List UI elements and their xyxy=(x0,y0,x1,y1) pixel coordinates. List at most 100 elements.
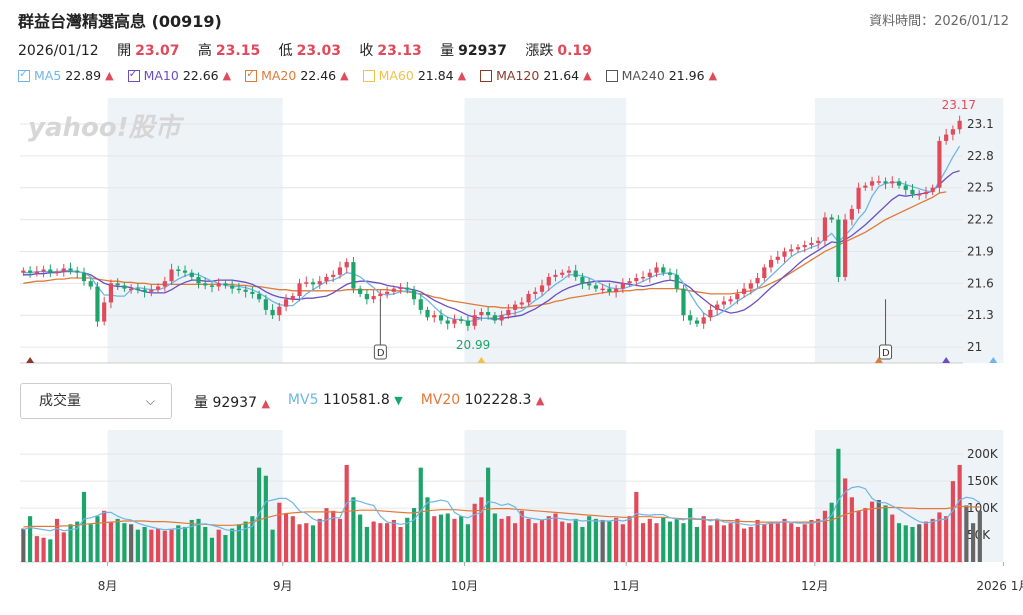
candle xyxy=(385,286,390,299)
volume-bar xyxy=(115,518,120,562)
volume-bar xyxy=(344,464,349,562)
candle xyxy=(755,272,760,288)
candle-body xyxy=(782,251,787,257)
low-label: 低 xyxy=(278,43,293,59)
ma-legend-ma240[interactable]: MA240 21.96 ▲ xyxy=(605,68,717,83)
volume-bar xyxy=(573,518,578,562)
candle xyxy=(573,264,578,281)
volume-bar xyxy=(593,518,598,562)
candle xyxy=(351,256,356,294)
candle xyxy=(48,264,53,278)
candle-body xyxy=(102,302,107,322)
volume-bar xyxy=(849,497,854,562)
month-shade xyxy=(107,98,283,363)
x-tick-label: 12月 xyxy=(801,579,828,593)
candle-body xyxy=(108,283,114,303)
volume-bar xyxy=(398,526,403,562)
volume-tick-label: 200K xyxy=(967,447,999,461)
volume-bar xyxy=(68,524,73,562)
volume-bar xyxy=(950,481,955,562)
candle-body xyxy=(883,181,888,184)
candle xyxy=(640,271,646,282)
candle xyxy=(75,266,80,279)
candle-body xyxy=(829,217,834,220)
volume-bar xyxy=(479,497,484,562)
candle xyxy=(445,316,450,330)
candle-body xyxy=(358,288,363,294)
ma-legend-ma60[interactable]: MA60 21.84 ▲ xyxy=(362,68,466,83)
candle-body xyxy=(708,309,713,318)
checkbox-icon[interactable] xyxy=(605,69,618,82)
candle xyxy=(88,278,93,290)
volume-bar xyxy=(977,510,982,562)
candle xyxy=(782,247,787,263)
candle xyxy=(506,304,511,320)
checkbox-icon[interactable] xyxy=(362,69,375,82)
candle-body xyxy=(425,309,430,318)
dividend-marker xyxy=(373,344,387,360)
candle xyxy=(876,175,881,186)
candle xyxy=(728,296,733,305)
candle xyxy=(216,278,221,291)
candle-body xyxy=(290,296,295,300)
candle-body xyxy=(472,315,477,326)
volume-bar xyxy=(836,448,841,562)
candle-body xyxy=(647,272,652,277)
candle xyxy=(297,278,302,302)
candle-body xyxy=(378,293,383,297)
checkbox-icon[interactable] xyxy=(18,67,30,82)
candle xyxy=(775,251,780,264)
volume-bar xyxy=(876,500,881,562)
checkbox-icon[interactable] xyxy=(480,69,493,82)
checkbox-icon[interactable] xyxy=(127,67,140,82)
volume-bar xyxy=(499,518,504,562)
candle-body xyxy=(715,304,720,310)
volume-bar xyxy=(257,467,262,562)
candle-body xyxy=(863,185,868,188)
volume-bar xyxy=(742,528,747,562)
mv20-stat-value: 102228.3 xyxy=(464,392,532,408)
indicator-select[interactable]: 成交量 ⌵ xyxy=(20,383,172,419)
volume-bar xyxy=(674,518,679,562)
price-tick-label: 22.8 xyxy=(967,149,994,163)
checkbox-icon[interactable] xyxy=(245,67,258,82)
volume-bar xyxy=(203,526,208,562)
volume-bar xyxy=(122,523,127,562)
volume-bar xyxy=(432,516,437,562)
volume-bar xyxy=(701,516,706,562)
volume-bar xyxy=(196,518,201,562)
candle-body xyxy=(486,312,491,316)
candle xyxy=(283,294,289,312)
volume-bar xyxy=(944,516,949,562)
x-tick-label: 9月 xyxy=(273,579,293,593)
candle-body xyxy=(836,219,841,277)
candle-body xyxy=(748,283,753,289)
volume-bar xyxy=(209,537,215,562)
candle-body xyxy=(533,291,538,294)
candle-body xyxy=(950,129,955,135)
candle xyxy=(196,272,201,289)
volume-bar xyxy=(721,525,726,562)
volume-bar xyxy=(21,528,26,562)
volume-bar xyxy=(506,516,511,562)
volume-bar xyxy=(95,516,100,562)
ma-legend-ma120[interactable]: MA120 21.64 ▲ xyxy=(480,68,592,83)
candle xyxy=(61,263,66,277)
volume-bar xyxy=(135,529,140,562)
candle-body xyxy=(465,320,471,326)
candle-body xyxy=(385,291,390,294)
candle-body xyxy=(755,278,760,284)
volume-bar xyxy=(310,525,316,562)
volume-bar xyxy=(809,519,814,562)
chevron-down-icon: ⌵ xyxy=(145,394,155,408)
candle xyxy=(54,268,60,276)
volume-bar xyxy=(378,523,383,562)
candle-body xyxy=(957,120,962,130)
candle xyxy=(189,269,194,281)
dividend-label: D xyxy=(882,348,890,359)
candle xyxy=(890,176,895,188)
candle-body xyxy=(452,319,457,324)
